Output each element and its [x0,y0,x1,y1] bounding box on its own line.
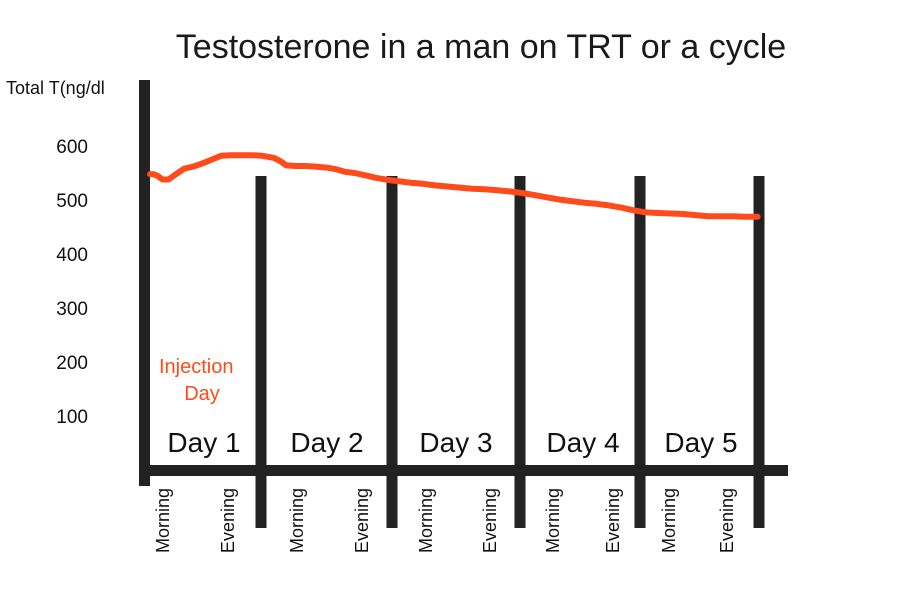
x-tick-label: Morning [416,488,436,553]
injection-day-annotation: Injection Day [159,356,239,405]
day-divider [255,176,267,528]
y-tick-label: 600 [56,137,88,158]
series-line-total-t [147,152,761,220]
x-tick-label: Morning [659,488,679,553]
day-label: Day 1 [167,427,240,458]
y-tick-label: 300 [56,299,88,320]
y-tick-label: 100 [56,407,88,428]
x-tick-label: Evening [603,488,623,553]
day-label: Day 4 [546,427,619,458]
x-tick-label: Morning [287,488,307,553]
day-label: Day 5 [664,427,737,458]
day-label: Day 2 [290,427,363,458]
day-divider [386,176,398,528]
y-tick-label: 500 [56,191,88,212]
chart-title: Testosterone in a man on TRT or a cycle [176,28,786,66]
x-tick-label: Evening [480,488,500,553]
x-tick-label: Morning [153,488,173,553]
x-tick-label: Evening [218,488,238,553]
y-axis-line [139,80,150,486]
y-axis-label: Total T(ng/dl [6,78,105,98]
day-label: Day 3 [419,427,492,458]
y-tick-label: 200 [56,353,88,374]
day-divider [753,176,765,528]
day-divider [514,176,526,528]
x-axis-line [139,465,788,476]
x-tick-label: Morning [543,488,563,553]
x-tick-label: Evening [717,488,737,553]
x-tick-label: Evening [352,488,372,553]
day-divider [634,176,646,528]
y-tick-label: 400 [56,245,88,266]
